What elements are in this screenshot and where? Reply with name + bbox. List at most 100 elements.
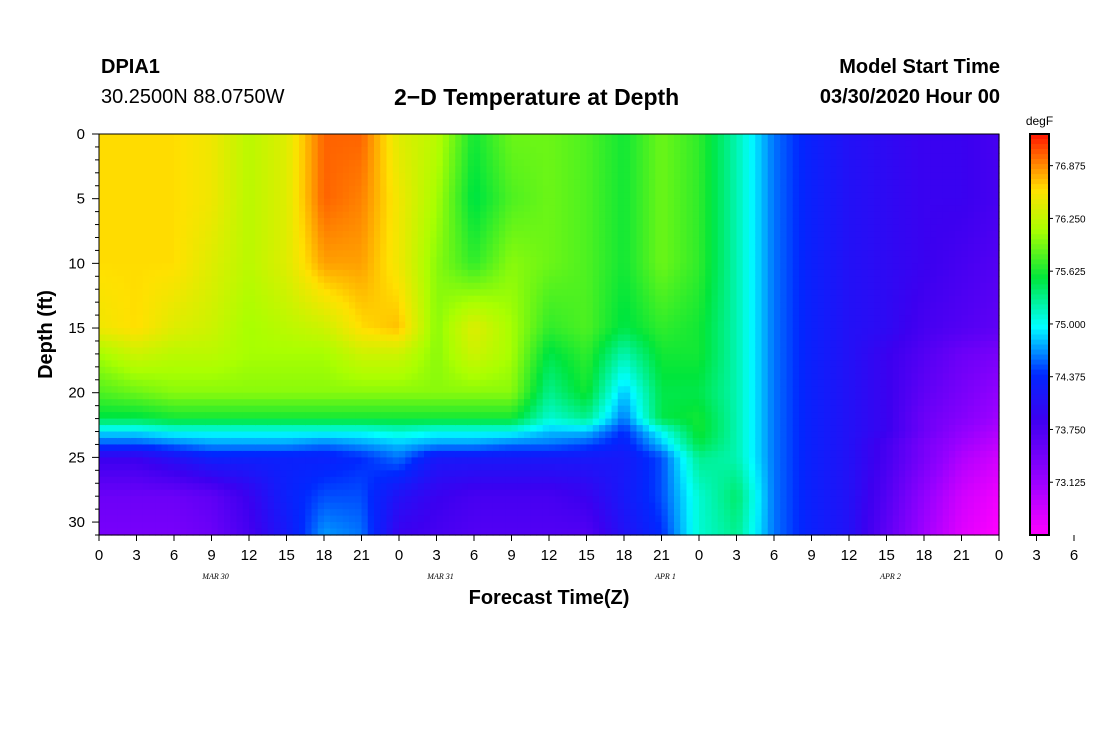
heatmap-cell <box>180 457 188 465</box>
heatmap-cell <box>436 425 444 433</box>
heatmap-cell <box>480 379 488 387</box>
heatmap-cell <box>205 224 213 232</box>
heatmap-cell <box>305 243 313 252</box>
heatmap-cell <box>486 450 494 458</box>
heatmap-cell <box>530 211 538 219</box>
heatmap-cell <box>430 166 438 174</box>
heatmap-cell <box>136 269 144 277</box>
heatmap-cell <box>480 263 488 271</box>
heatmap-cell <box>186 522 194 530</box>
heatmap-cell <box>424 502 431 510</box>
heatmap-cell <box>267 379 275 387</box>
heatmap-cell <box>280 192 288 200</box>
heatmap-cell <box>155 373 163 381</box>
heatmap-cell <box>567 237 575 245</box>
heatmap-cell <box>361 366 369 374</box>
heatmap-cell <box>130 431 138 439</box>
heatmap-cell <box>536 444 544 452</box>
heatmap-cell <box>574 392 581 400</box>
heatmap-cell <box>224 269 231 277</box>
heatmap-cell <box>230 295 238 303</box>
heatmap-cell <box>480 269 488 277</box>
heatmap-cell <box>424 276 431 284</box>
heatmap-cell <box>511 483 519 491</box>
heatmap-cell <box>180 379 188 387</box>
heatmap-cell <box>124 509 131 517</box>
heatmap-cell <box>280 347 288 355</box>
heatmap-cell <box>180 502 188 510</box>
heatmap-cell <box>561 444 569 452</box>
heatmap-cell <box>455 515 463 523</box>
heatmap-cell <box>511 360 519 368</box>
heatmap-cell <box>342 431 350 439</box>
heatmap-cell <box>361 386 369 394</box>
heatmap-cell <box>511 276 519 284</box>
heatmap-cell <box>161 256 169 264</box>
heatmap-cell <box>424 146 431 155</box>
heatmap-cell <box>574 224 581 232</box>
heatmap-cell <box>124 243 131 252</box>
heatmap-cell <box>242 289 250 297</box>
heatmap-cell <box>549 509 556 517</box>
heatmap-cell <box>561 218 569 226</box>
heatmap-cell <box>174 250 181 258</box>
heatmap-cell <box>467 489 475 497</box>
heatmap-cell <box>355 218 363 226</box>
heatmap-cell <box>161 295 169 303</box>
heatmap-cell <box>392 172 400 180</box>
heatmap-cell <box>105 315 113 323</box>
heatmap-cell <box>149 179 156 187</box>
heatmap-cell <box>505 379 513 387</box>
heatmap-cell <box>236 256 244 264</box>
heatmap-cell <box>199 237 206 245</box>
heatmap-cell <box>155 269 163 277</box>
heatmap-cell <box>380 340 388 349</box>
heatmap-cell <box>330 457 338 465</box>
heatmap-cell <box>417 146 425 155</box>
heatmap-cell <box>424 185 431 193</box>
heatmap-cell <box>374 211 381 219</box>
heatmap-cell <box>242 405 250 413</box>
heatmap-cell <box>499 224 506 232</box>
heatmap-cell <box>286 489 294 497</box>
heatmap-cell <box>205 295 213 303</box>
heatmap-cell <box>267 366 275 374</box>
heatmap-cell <box>242 392 250 400</box>
heatmap-cell <box>386 179 394 187</box>
heatmap-cell <box>124 211 131 219</box>
heatmap-cell <box>280 399 288 407</box>
heatmap-cell <box>211 198 219 206</box>
heatmap-cell <box>567 134 575 142</box>
heatmap-cell <box>442 302 450 310</box>
heatmap-cell <box>555 450 563 458</box>
heatmap-cell <box>374 502 381 510</box>
heatmap-cell <box>592 373 600 381</box>
heatmap-cell <box>361 172 369 180</box>
heatmap-cell <box>186 263 194 271</box>
heatmap-cell <box>405 340 413 349</box>
heatmap-cell <box>499 528 506 536</box>
heatmap-cell <box>480 431 488 439</box>
heatmap-cell <box>311 192 319 200</box>
heatmap-cell <box>224 412 231 420</box>
heatmap-cell <box>442 496 450 504</box>
heatmap-cell <box>505 444 513 452</box>
heatmap-cell <box>242 315 250 323</box>
heatmap-cell <box>336 256 344 264</box>
heatmap-cell <box>436 205 444 213</box>
heatmap-cell <box>530 463 538 471</box>
heatmap-cell <box>399 172 406 180</box>
heatmap-cell <box>124 502 131 510</box>
heatmap-cell <box>255 412 263 420</box>
heatmap-cell <box>574 399 581 407</box>
heatmap-cell <box>361 340 369 349</box>
heatmap-cell <box>161 528 169 536</box>
heatmap-cell <box>167 179 175 187</box>
heatmap-cell <box>255 457 263 465</box>
heatmap-cell <box>374 276 381 284</box>
heatmap-cell <box>236 360 244 368</box>
heatmap-cell <box>224 522 231 530</box>
heatmap-cell <box>274 205 281 213</box>
heatmap-cell <box>174 412 181 420</box>
heatmap-cell <box>330 412 338 420</box>
